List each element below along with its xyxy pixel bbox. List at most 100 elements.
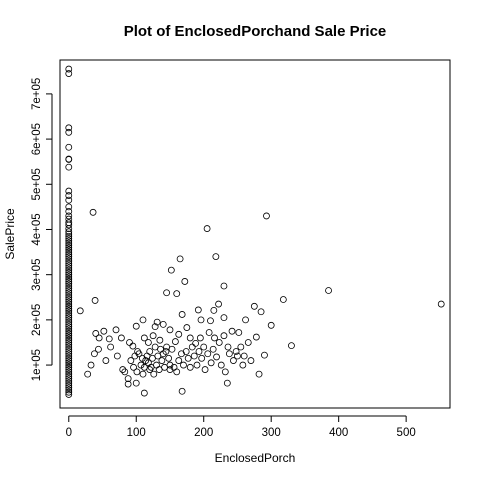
data-point (156, 336, 164, 344)
data-point (192, 339, 200, 347)
data-point (65, 318, 73, 326)
data-point (65, 352, 73, 360)
data-point (140, 334, 148, 342)
data-point (65, 302, 73, 310)
y-tick-label: 7e+05 (31, 78, 43, 110)
data-point (65, 269, 73, 276)
data-point (175, 330, 183, 338)
data-point (437, 300, 445, 308)
data-point (146, 348, 154, 355)
data-point (163, 289, 171, 297)
data-point (178, 311, 186, 318)
data-point (261, 351, 268, 359)
data-point (65, 282, 73, 290)
plot-frame (59, 59, 451, 409)
data-point (105, 335, 113, 343)
data-point (65, 377, 73, 385)
data-point (65, 314, 73, 322)
data-points (65, 65, 445, 398)
data-point (65, 366, 73, 373)
data-point (257, 308, 265, 316)
data-point (184, 354, 192, 362)
data-point (140, 389, 148, 397)
data-point (91, 297, 99, 304)
data-point (112, 326, 120, 334)
data-point (165, 354, 173, 362)
data-point (65, 307, 73, 315)
data-point (65, 354, 73, 362)
data-point (173, 368, 181, 376)
data-point (65, 278, 73, 285)
data-point (210, 306, 218, 314)
data-point (107, 343, 115, 351)
data-point (65, 187, 73, 195)
data-point (65, 357, 73, 364)
data-point (65, 327, 73, 335)
data-point (144, 339, 152, 346)
data-point (194, 306, 202, 314)
y-tick-label: 1e+05 (31, 349, 43, 381)
data-point (65, 309, 73, 317)
data-point (149, 332, 157, 340)
data-point (65, 228, 73, 236)
data-point (65, 348, 73, 355)
data-point (87, 361, 95, 369)
data-point (135, 350, 143, 358)
data-point (65, 250, 73, 258)
data-point (230, 357, 237, 364)
data-point (220, 282, 228, 290)
data-point (65, 196, 73, 204)
data-point (193, 361, 201, 369)
data-point (65, 379, 73, 387)
data-point (65, 271, 73, 279)
data-point (124, 375, 132, 383)
data-point (250, 302, 258, 310)
data-point (65, 334, 73, 342)
data-point (186, 363, 194, 371)
data-point (65, 232, 73, 240)
data-point (65, 298, 73, 306)
data-point (279, 296, 287, 303)
data-point (182, 348, 190, 355)
data-point (204, 350, 212, 358)
y-tick-label: 4e+05 (31, 213, 43, 245)
data-point (235, 329, 243, 336)
data-point (124, 380, 132, 388)
data-point (127, 357, 135, 364)
data-point (65, 372, 73, 380)
data-point (150, 370, 158, 378)
y-tick-label: 3e+05 (31, 259, 43, 291)
data-point (121, 368, 129, 376)
data-point (139, 316, 147, 324)
data-point (65, 124, 73, 132)
data-point (159, 320, 167, 328)
data-point (158, 357, 166, 364)
data-point (65, 341, 73, 349)
x-axis-label: EnclosedPorch (215, 451, 296, 465)
data-point (232, 348, 240, 355)
data-point (198, 354, 206, 362)
data-point (65, 212, 73, 220)
data-point (180, 361, 187, 369)
data-point (65, 293, 73, 301)
data-point (224, 343, 232, 351)
data-point (252, 333, 260, 341)
data-point (65, 289, 73, 297)
data-point (65, 332, 73, 340)
x-tick-label: 200 (194, 427, 213, 439)
data-point (65, 255, 73, 263)
data-point (65, 280, 73, 288)
data-point (173, 290, 181, 298)
data-point (196, 334, 204, 342)
data-point (325, 287, 332, 294)
data-point (65, 241, 73, 249)
data-point (65, 248, 73, 256)
data-point (89, 208, 97, 216)
data-point (217, 361, 225, 369)
x-tick-label: 500 (397, 427, 416, 439)
data-point (186, 334, 194, 342)
data-point (244, 339, 252, 346)
data-point (166, 366, 174, 373)
data-point (247, 357, 255, 364)
data-point (65, 320, 73, 328)
